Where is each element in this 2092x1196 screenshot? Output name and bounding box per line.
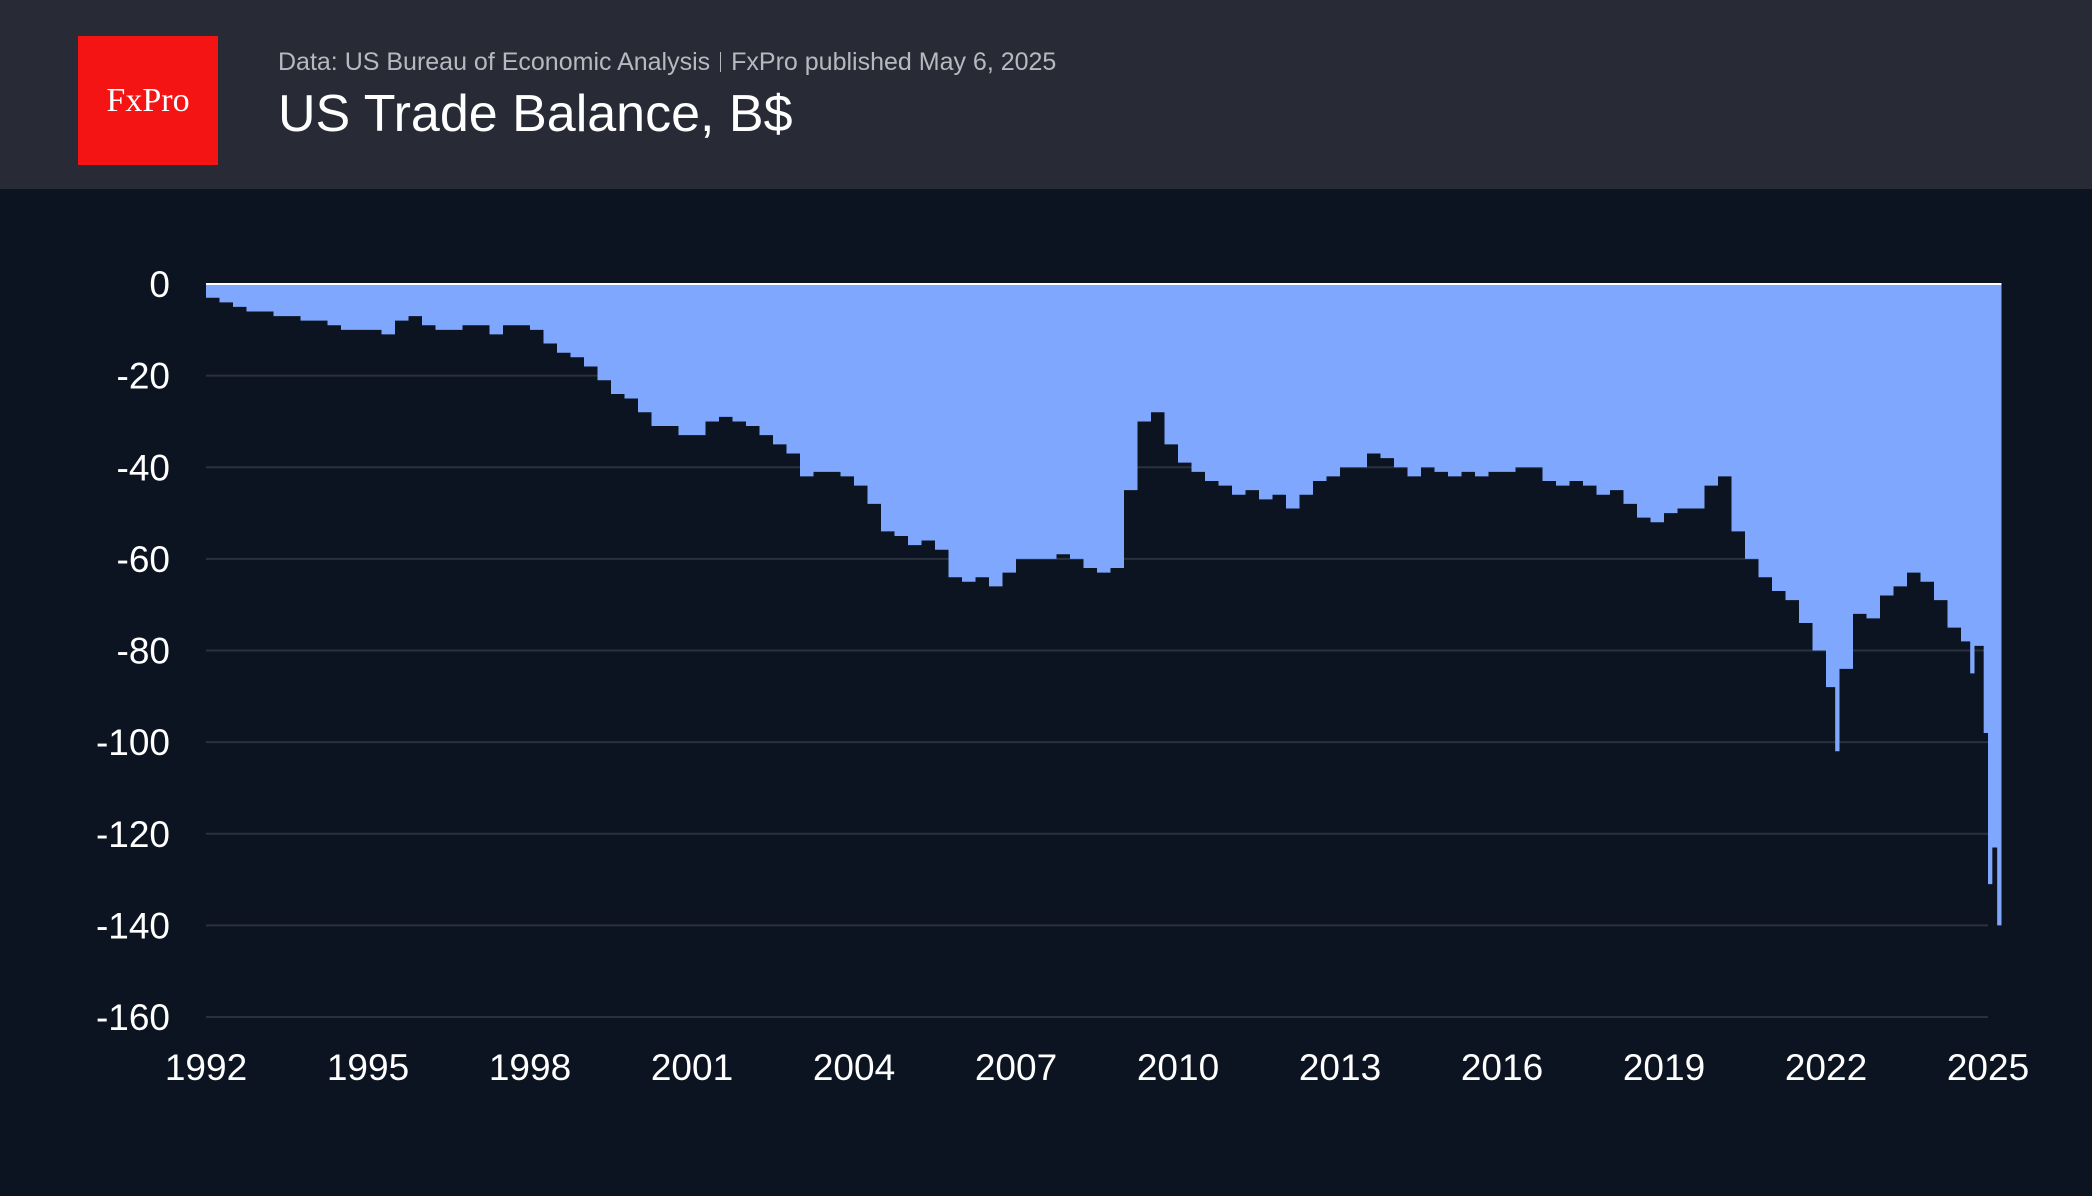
x-tick-label: 2016	[1461, 1047, 1543, 1088]
y-tick-label: -80	[117, 631, 170, 672]
x-tick-label: 2007	[975, 1047, 1057, 1088]
y-tick-label: -120	[96, 814, 170, 855]
chart-title: US Trade Balance, B$	[278, 85, 793, 143]
x-tick-label: 1992	[165, 1047, 247, 1088]
y-tick-label: -20	[117, 356, 170, 397]
subtitle: Data: US Bureau of Economic Analysis FxPr…	[278, 48, 1056, 77]
trade-balance-area	[206, 284, 2002, 926]
header: FxPro Data: US Bureau of Economic Analys…	[0, 0, 2092, 189]
y-tick-label: -100	[96, 722, 170, 763]
published-date: FxPro published May 6, 2025	[731, 48, 1057, 76]
logo-text: FxPro	[106, 81, 190, 119]
x-tick-label: 2004	[813, 1047, 895, 1088]
x-tick-label: 2001	[651, 1047, 733, 1088]
x-tick-label: 2019	[1623, 1047, 1705, 1088]
y-tick-label: -60	[117, 539, 170, 580]
x-tick-label: 2025	[1947, 1047, 2029, 1088]
x-tick-label: 2013	[1299, 1047, 1381, 1088]
data-source: Data: US Bureau of Economic Analysis	[278, 48, 711, 76]
x-tick-label: 2022	[1785, 1047, 1867, 1088]
y-tick-label: -40	[117, 447, 170, 488]
y-tick-label: -140	[96, 905, 170, 946]
y-tick-label: 0	[149, 264, 170, 305]
fxpro-logo: FxPro	[78, 36, 218, 165]
y-tick-label: -160	[96, 997, 170, 1038]
x-tick-label: 1995	[327, 1047, 409, 1088]
separator	[720, 52, 722, 72]
x-tick-label: 2010	[1137, 1047, 1219, 1088]
x-tick-label: 1998	[489, 1047, 571, 1088]
